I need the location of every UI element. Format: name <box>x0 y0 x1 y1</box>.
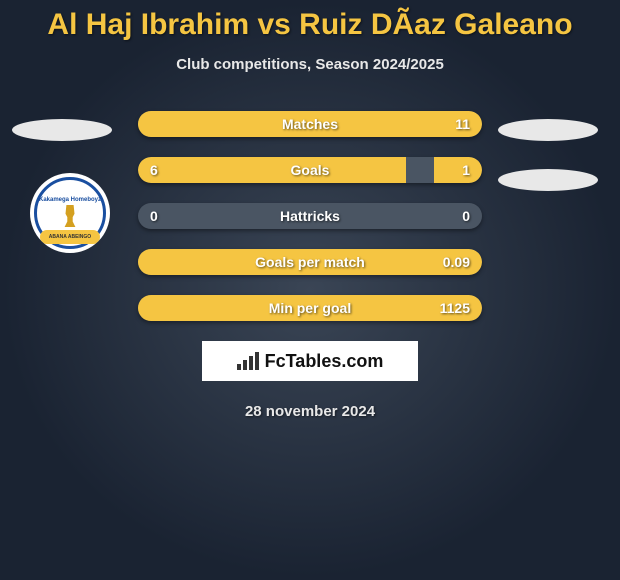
stat-right-value: 1125 <box>440 300 470 316</box>
page-subtitle: Club competitions, Season 2024/2025 <box>0 56 620 73</box>
stat-right-value: 0.09 <box>443 254 470 270</box>
team-badge: Kakamega Homeboyz ABANA ABEINGO <box>30 173 110 253</box>
chart-icon <box>237 352 259 370</box>
left-player-placeholder <box>12 119 112 141</box>
badge-club-name: Kakamega Homeboyz <box>39 197 101 203</box>
stat-rows: Matches 11 6 Goals 1 0 Hattricks 0 Goals… <box>138 111 482 321</box>
right-player-placeholder-2 <box>498 169 598 191</box>
stat-label: Goals per match <box>138 254 482 270</box>
branding-text: FcTables.com <box>265 351 384 372</box>
stat-label: Hattricks <box>138 208 482 224</box>
page-title: Al Haj Ibrahim vs Ruiz DÃ­az Galeano <box>0 0 620 42</box>
badge-banner: ABANA ABEINGO <box>40 230 100 244</box>
stat-row-goals: 6 Goals 1 <box>138 157 482 183</box>
stat-row-matches: Matches 11 <box>138 111 482 137</box>
stat-row-hattricks: 0 Hattricks 0 <box>138 203 482 229</box>
branding-box[interactable]: FcTables.com <box>202 341 418 381</box>
right-player-placeholder-1 <box>498 119 598 141</box>
stat-right-value: 0 <box>462 208 470 224</box>
stat-label: Goals <box>138 162 482 178</box>
stats-area: Kakamega Homeboyz ABANA ABEINGO Matches … <box>0 111 620 420</box>
stat-row-goals-per-match: Goals per match 0.09 <box>138 249 482 275</box>
footer-date: 28 november 2024 <box>0 403 620 420</box>
trophy-icon <box>61 205 79 227</box>
team-badge-inner: Kakamega Homeboyz ABANA ABEINGO <box>34 177 106 249</box>
stat-right-value: 11 <box>455 116 470 132</box>
stat-row-min-per-goal: Min per goal 1125 <box>138 295 482 321</box>
stat-label: Matches <box>138 116 482 132</box>
stat-label: Min per goal <box>138 300 482 316</box>
stat-right-value: 1 <box>462 162 470 178</box>
